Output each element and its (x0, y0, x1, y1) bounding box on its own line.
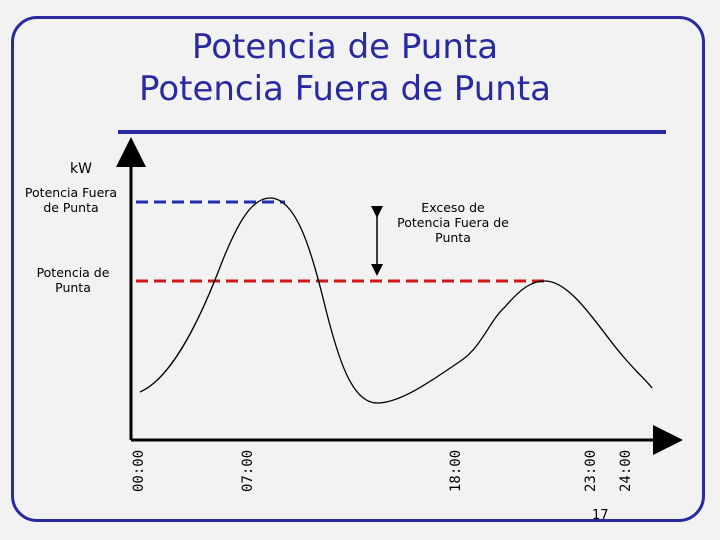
slide-title-line2: Potencia Fuera de Punta (139, 69, 551, 109)
title-underline (118, 130, 666, 134)
page-number: 17 (592, 508, 609, 523)
load-curve (139, 197, 653, 404)
y-axis-label: kW (70, 161, 92, 177)
x-tick-label: 07:00 (240, 449, 256, 492)
offpeak-level-label: Potencia Fuera de Punta (24, 185, 118, 215)
x-tick-label: 24:00 (618, 449, 634, 492)
x-tick-label: 18:00 (448, 449, 464, 492)
peak-level-label: Potencia de Punta (36, 265, 110, 295)
slide-frame (11, 16, 705, 522)
excess-label: Exceso de Potencia Fuera de Punta (397, 200, 509, 245)
x-tick-label: 23:00 (583, 449, 599, 492)
x-tick-label: 00:00 (131, 449, 147, 492)
slide-title-line1: Potencia de Punta (191, 27, 499, 67)
